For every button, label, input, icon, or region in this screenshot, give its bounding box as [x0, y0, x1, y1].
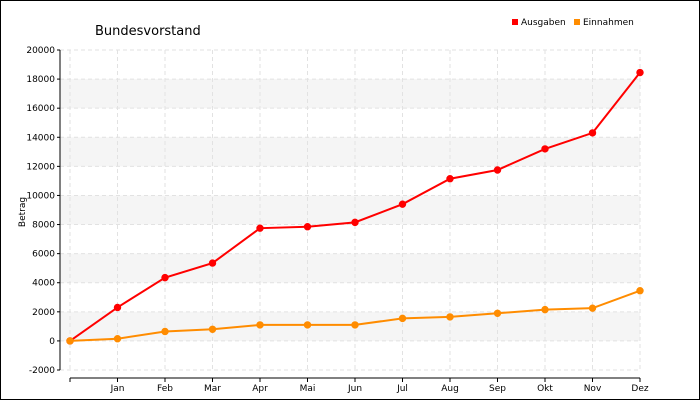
- data-point-ausgaben: [208, 259, 217, 267]
- data-point-einnahmen: [256, 321, 264, 329]
- background-bands: [60, 79, 640, 341]
- legend-swatch: [574, 19, 580, 25]
- data-point-ausgaben: [113, 303, 122, 312]
- data-point-ausgaben: [493, 166, 502, 174]
- x-tick-label: Apr: [252, 384, 268, 394]
- y-tick-label: 8000: [32, 221, 55, 231]
- data-point-einnahmen: [351, 321, 359, 329]
- grid-band: [60, 253, 640, 283]
- legend-label: Ausgaben: [521, 18, 566, 28]
- data-point-ausgaben: [398, 200, 407, 208]
- grid-lines: [60, 49, 641, 371]
- x-tick-label: Jun: [347, 384, 362, 394]
- x-tick-label: Feb: [157, 384, 173, 394]
- legend-swatch: [512, 19, 518, 25]
- x-tick-label: Mar: [204, 384, 221, 394]
- legend: Ausgaben Einnahmen: [512, 18, 634, 28]
- chart-title: Bundesvorstand: [95, 24, 201, 39]
- grid-band: [60, 311, 640, 341]
- y-axis-label: Betrag: [18, 197, 28, 227]
- data-point-ausgaben: [636, 68, 644, 77]
- y-tick-label: 16000: [26, 104, 55, 114]
- axes: [57, 49, 641, 382]
- data-point-einnahmen: [208, 325, 217, 333]
- x-tick-label: Okt: [537, 384, 553, 394]
- data-point-ausgaben: [541, 145, 549, 153]
- y-tick-label: 6000: [32, 250, 55, 260]
- legend-label: Einnahmen: [583, 18, 634, 28]
- data-point-einnahmen: [493, 309, 502, 317]
- grid-band: [60, 137, 640, 167]
- data-point-einnahmen: [446, 313, 454, 321]
- data-point-einnahmen: [161, 327, 169, 336]
- data-point-einnahmen: [588, 304, 597, 312]
- x-tick-label: Jul: [396, 384, 408, 394]
- y-tick-label: 10000: [26, 191, 55, 201]
- data-point-einnahmen: [66, 337, 74, 345]
- y-tick-label: 12000: [26, 162, 55, 172]
- x-tick-label: Jan: [110, 384, 125, 394]
- x-tick-labels: Jan Feb Mar Apr Mai Jun Jul Aug Sep Okt Nov Dez: [110, 384, 649, 394]
- data-point-ausgaben: [256, 224, 264, 232]
- y-tick-label: 20000: [26, 46, 55, 56]
- y-tick-label: 18000: [26, 75, 55, 85]
- data-point-ausgaben: [161, 273, 169, 282]
- grid-band: [60, 195, 640, 225]
- data-point-ausgaben: [588, 129, 597, 137]
- y-tick-label: 14000: [26, 133, 55, 143]
- x-tick-label: Mai: [300, 384, 316, 394]
- x-tick-label: Aug: [441, 384, 459, 394]
- data-point-ausgaben: [446, 175, 454, 183]
- y-tick-label: -2000: [29, 366, 55, 376]
- y-tick-labels: -2000 0 2000 4000 6000 8000 10000 12000 14000 160…: [26, 46, 55, 376]
- data-point-einnahmen: [113, 335, 122, 343]
- y-tick-label: 0: [49, 337, 55, 347]
- data-point-ausgaben: [303, 223, 312, 231]
- x-tick-label: Nov: [584, 384, 602, 394]
- data-point-einnahmen: [636, 287, 644, 295]
- x-tick-label: Dez: [631, 384, 648, 394]
- y-tick-label: 2000: [32, 308, 55, 318]
- x-tick-label: Sep: [489, 384, 506, 394]
- data-point-einnahmen: [303, 321, 312, 329]
- data-point-einnahmen: [541, 305, 549, 314]
- series-lines: [66, 68, 644, 345]
- data-point-einnahmen: [398, 314, 407, 323]
- grid-band: [60, 79, 640, 109]
- y-tick-label: 4000: [32, 279, 55, 289]
- data-point-ausgaben: [351, 218, 359, 227]
